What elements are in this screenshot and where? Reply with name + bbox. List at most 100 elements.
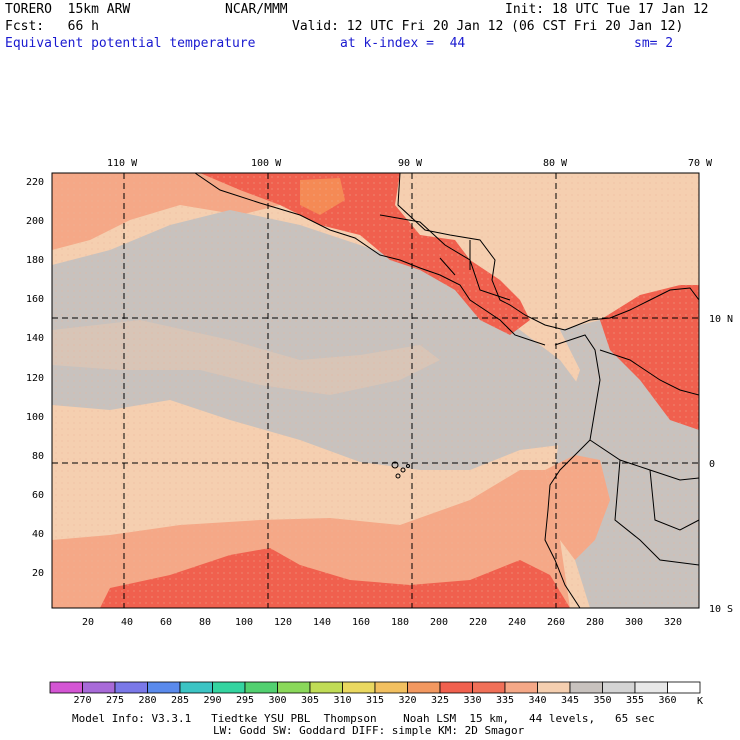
colorbar-swatch (309, 681, 343, 694)
colorbar-value: 320 (398, 695, 417, 706)
colorbar-value: 305 (300, 695, 320, 706)
colorbar-unit: K (697, 696, 703, 707)
colorbar-value: 285 (170, 695, 190, 706)
x-tick: 80 (199, 617, 211, 628)
lon-label-70w: 70 W (688, 158, 713, 169)
colorbar-value: 330 (463, 695, 482, 706)
x-tick: 220 (469, 617, 487, 628)
x-axis-ticks: 20 40 60 80 100 120 140 160 180 200 220 … (82, 617, 682, 628)
lon-label-110w: 110 W (107, 158, 138, 169)
coast-mexico-guatemala (194, 173, 546, 346)
forecast-hour: Fcst: 66 h (5, 19, 99, 34)
x-tick: 320 (664, 617, 682, 628)
colorbar-value: 335 (495, 695, 515, 706)
galapagos-island-1 (391, 461, 399, 469)
border-colombia-ecuador (599, 349, 699, 396)
x-tick: 280 (586, 617, 604, 628)
x-tick: 40 (121, 617, 133, 628)
colorbar-swatch (537, 681, 571, 694)
lon-label-100w: 100 W (251, 158, 282, 169)
colorbar-swatch (374, 681, 408, 694)
colorbar-value: 300 (268, 695, 287, 706)
colorbar-swatch (439, 681, 473, 694)
lat-label-10n: 10 N (709, 314, 733, 325)
colorbar-value: 295 (235, 695, 255, 706)
colorbar-value: 360 (658, 695, 677, 706)
colorbar-value: 340 (528, 695, 547, 706)
colorbar-swatch (277, 681, 311, 694)
y-tick: 180 (26, 255, 44, 266)
x-tick: 20 (82, 617, 94, 628)
x-tick: 240 (508, 617, 526, 628)
y-axis-ticks: 220 200 180 160 140 120 100 80 60 40 20 (26, 177, 44, 579)
colorbar-value: 345 (560, 695, 580, 706)
colorbar-swatch (49, 681, 83, 694)
x-tick: 160 (352, 617, 370, 628)
model-info: Model Info: V3.3.1 Tiedtke YSU PBL Thomp… (72, 712, 655, 725)
colorbar-value: 270 (73, 695, 92, 706)
colorbar-swatch (602, 681, 636, 694)
y-tick: 140 (26, 333, 44, 344)
y-tick: 120 (26, 373, 44, 384)
y-tick: 20 (32, 568, 44, 579)
galapagos-island-4 (406, 464, 410, 468)
y-tick: 200 (26, 216, 44, 227)
y-tick: 40 (32, 529, 44, 540)
coast-south-america-north (564, 287, 699, 331)
graticule (52, 173, 699, 608)
x-tick: 100 (235, 617, 253, 628)
colorbar-value: 290 (203, 695, 222, 706)
lat-label-10s: 10 S (709, 604, 733, 615)
smoothing-label: sm= 2 (634, 36, 674, 51)
y-tick: 100 (26, 412, 44, 423)
field-name: Equivalent potential temperature (5, 36, 256, 51)
colorbar-value: 315 (365, 695, 385, 706)
valid-time: Valid: 12 UTC Fri 20 Jan 12 (06 CST Fri … (292, 19, 684, 34)
colorbar-swatch (114, 681, 148, 694)
model-title: TORERO 15km ARW (5, 2, 131, 17)
colorbar-swatch (342, 681, 376, 694)
colorbar-swatch (179, 681, 213, 694)
x-tick: 300 (625, 617, 643, 628)
border-brazil (649, 469, 699, 531)
coast-yucatan-honduras (397, 173, 566, 331)
physics-info: LW: Godd SW: Goddard DIFF: simple KM: 2D… (213, 724, 525, 737)
y-tick: 160 (26, 294, 44, 305)
y-tick: 60 (32, 490, 44, 501)
field-speckle (52, 173, 699, 608)
x-tick: 180 (391, 617, 409, 628)
galapagos-island-2 (400, 467, 406, 473)
colorbar-swatch (407, 681, 441, 694)
border-countries (379, 214, 511, 301)
x-tick: 140 (313, 617, 331, 628)
colorbar-swatch (504, 681, 538, 694)
colorbar-swatch (244, 681, 278, 694)
colorbar-swatch (212, 681, 246, 694)
theta-e-field (52, 173, 699, 608)
level-label: at k-index = 44 (340, 36, 466, 51)
colorbar-swatch (472, 681, 506, 694)
colorbar-swatch (147, 681, 181, 694)
plot-frame (51, 172, 700, 609)
y-tick: 220 (26, 177, 44, 188)
org-label: NCAR/MMM (225, 2, 288, 17)
colorbar-swatch (667, 681, 701, 694)
x-tick: 60 (160, 617, 172, 628)
colorbar-swatch (634, 681, 668, 694)
colorbar-value: 325 (430, 695, 450, 706)
colorbar-value: 280 (138, 695, 157, 706)
lon-label-90w: 90 W (398, 158, 423, 169)
colorbar-value: 350 (593, 695, 612, 706)
init-time: Init: 18 UTC Tue 17 Jan 12 (505, 2, 709, 17)
x-tick: 260 (547, 617, 565, 628)
x-tick: 200 (430, 617, 448, 628)
y-tick: 80 (32, 451, 44, 462)
colorbar (49, 681, 701, 694)
colorbar-value: 310 (333, 695, 352, 706)
lat-label-0: 0 (709, 459, 715, 470)
x-tick: 120 (274, 617, 292, 628)
colorbar-value: 355 (625, 695, 645, 706)
galapagos-island-3 (395, 473, 401, 479)
lon-label-80w: 80 W (543, 158, 568, 169)
